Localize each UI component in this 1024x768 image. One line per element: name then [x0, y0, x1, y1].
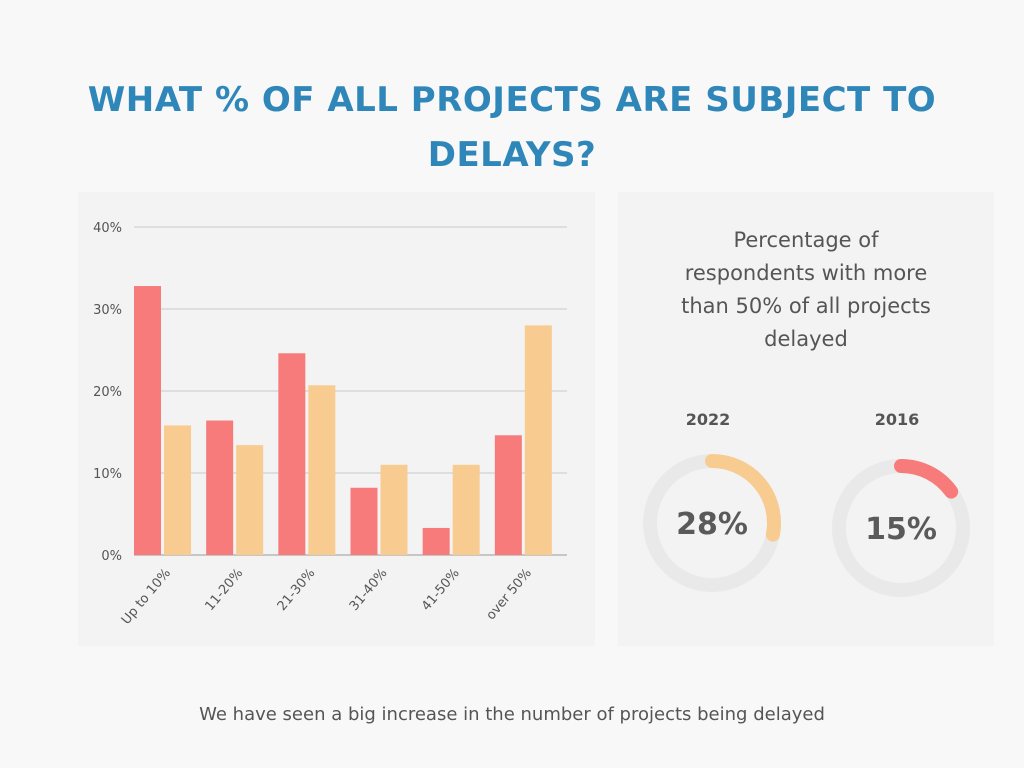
- y-tick-label: 30%: [93, 303, 122, 318]
- bar: [350, 487, 378, 555]
- donut-value-2022: 28%: [676, 507, 748, 542]
- donut-chart-title-line: Percentage of: [733, 228, 879, 252]
- bar: [278, 353, 306, 555]
- bar: [380, 464, 408, 555]
- bar: [494, 435, 522, 555]
- donut-chart-title-line: delayed: [764, 327, 848, 351]
- x-tick-label: Up to 10%: [119, 566, 174, 628]
- page-title: What % of all projects are subject to de…: [87, 80, 937, 175]
- bar: [524, 325, 552, 555]
- donut-value-2016: 15%: [865, 512, 937, 547]
- bar-chart: 0% 10% 20% 30% 40% Up to 10% 11-20% 21-30% 31-40…: [93, 221, 567, 628]
- y-tick-label: 20%: [93, 385, 122, 400]
- donut-year-2016: 2016: [874, 410, 920, 429]
- x-tick-label: 31-40%: [347, 566, 391, 614]
- donut-arc-2022: [705, 454, 781, 542]
- x-tick-label: 21-30%: [275, 566, 319, 614]
- x-tick-label: 11-20%: [203, 566, 247, 614]
- donut-2022: 28%: [643, 454, 781, 592]
- y-tick-label: 10%: [93, 467, 122, 482]
- bar: [422, 527, 450, 555]
- donut-chart-title: Percentage of respondents with more than…: [618, 224, 994, 356]
- donut-chart-title-line: than 50% of all projects: [681, 294, 931, 318]
- donut-chart-title-line: respondents with more: [684, 261, 928, 285]
- bar: [236, 445, 264, 555]
- footer-caption: We have seen a big increase in the numbe…: [199, 704, 825, 725]
- bar-chart-panel: 0% 10% 20% 30% 40% Up to 10% 11-20% 21-30% 31-40…: [78, 192, 595, 646]
- donut-year-2022: 2022: [685, 410, 731, 429]
- bar: [164, 425, 191, 555]
- bar: [206, 420, 234, 555]
- x-tick-label: over 50%: [484, 566, 535, 623]
- x-tick-label: 41-50%: [419, 566, 463, 614]
- bar: [308, 385, 336, 555]
- y-tick-label: 40%: [93, 221, 122, 236]
- donut-chart-panel: Percentage of respondents with more than…: [618, 192, 994, 646]
- y-tick-label: 0%: [101, 549, 122, 564]
- bar: [134, 286, 161, 555]
- donut-arc-2016: [894, 459, 959, 499]
- bar: [452, 464, 480, 555]
- donut-2016: 15%: [832, 459, 970, 597]
